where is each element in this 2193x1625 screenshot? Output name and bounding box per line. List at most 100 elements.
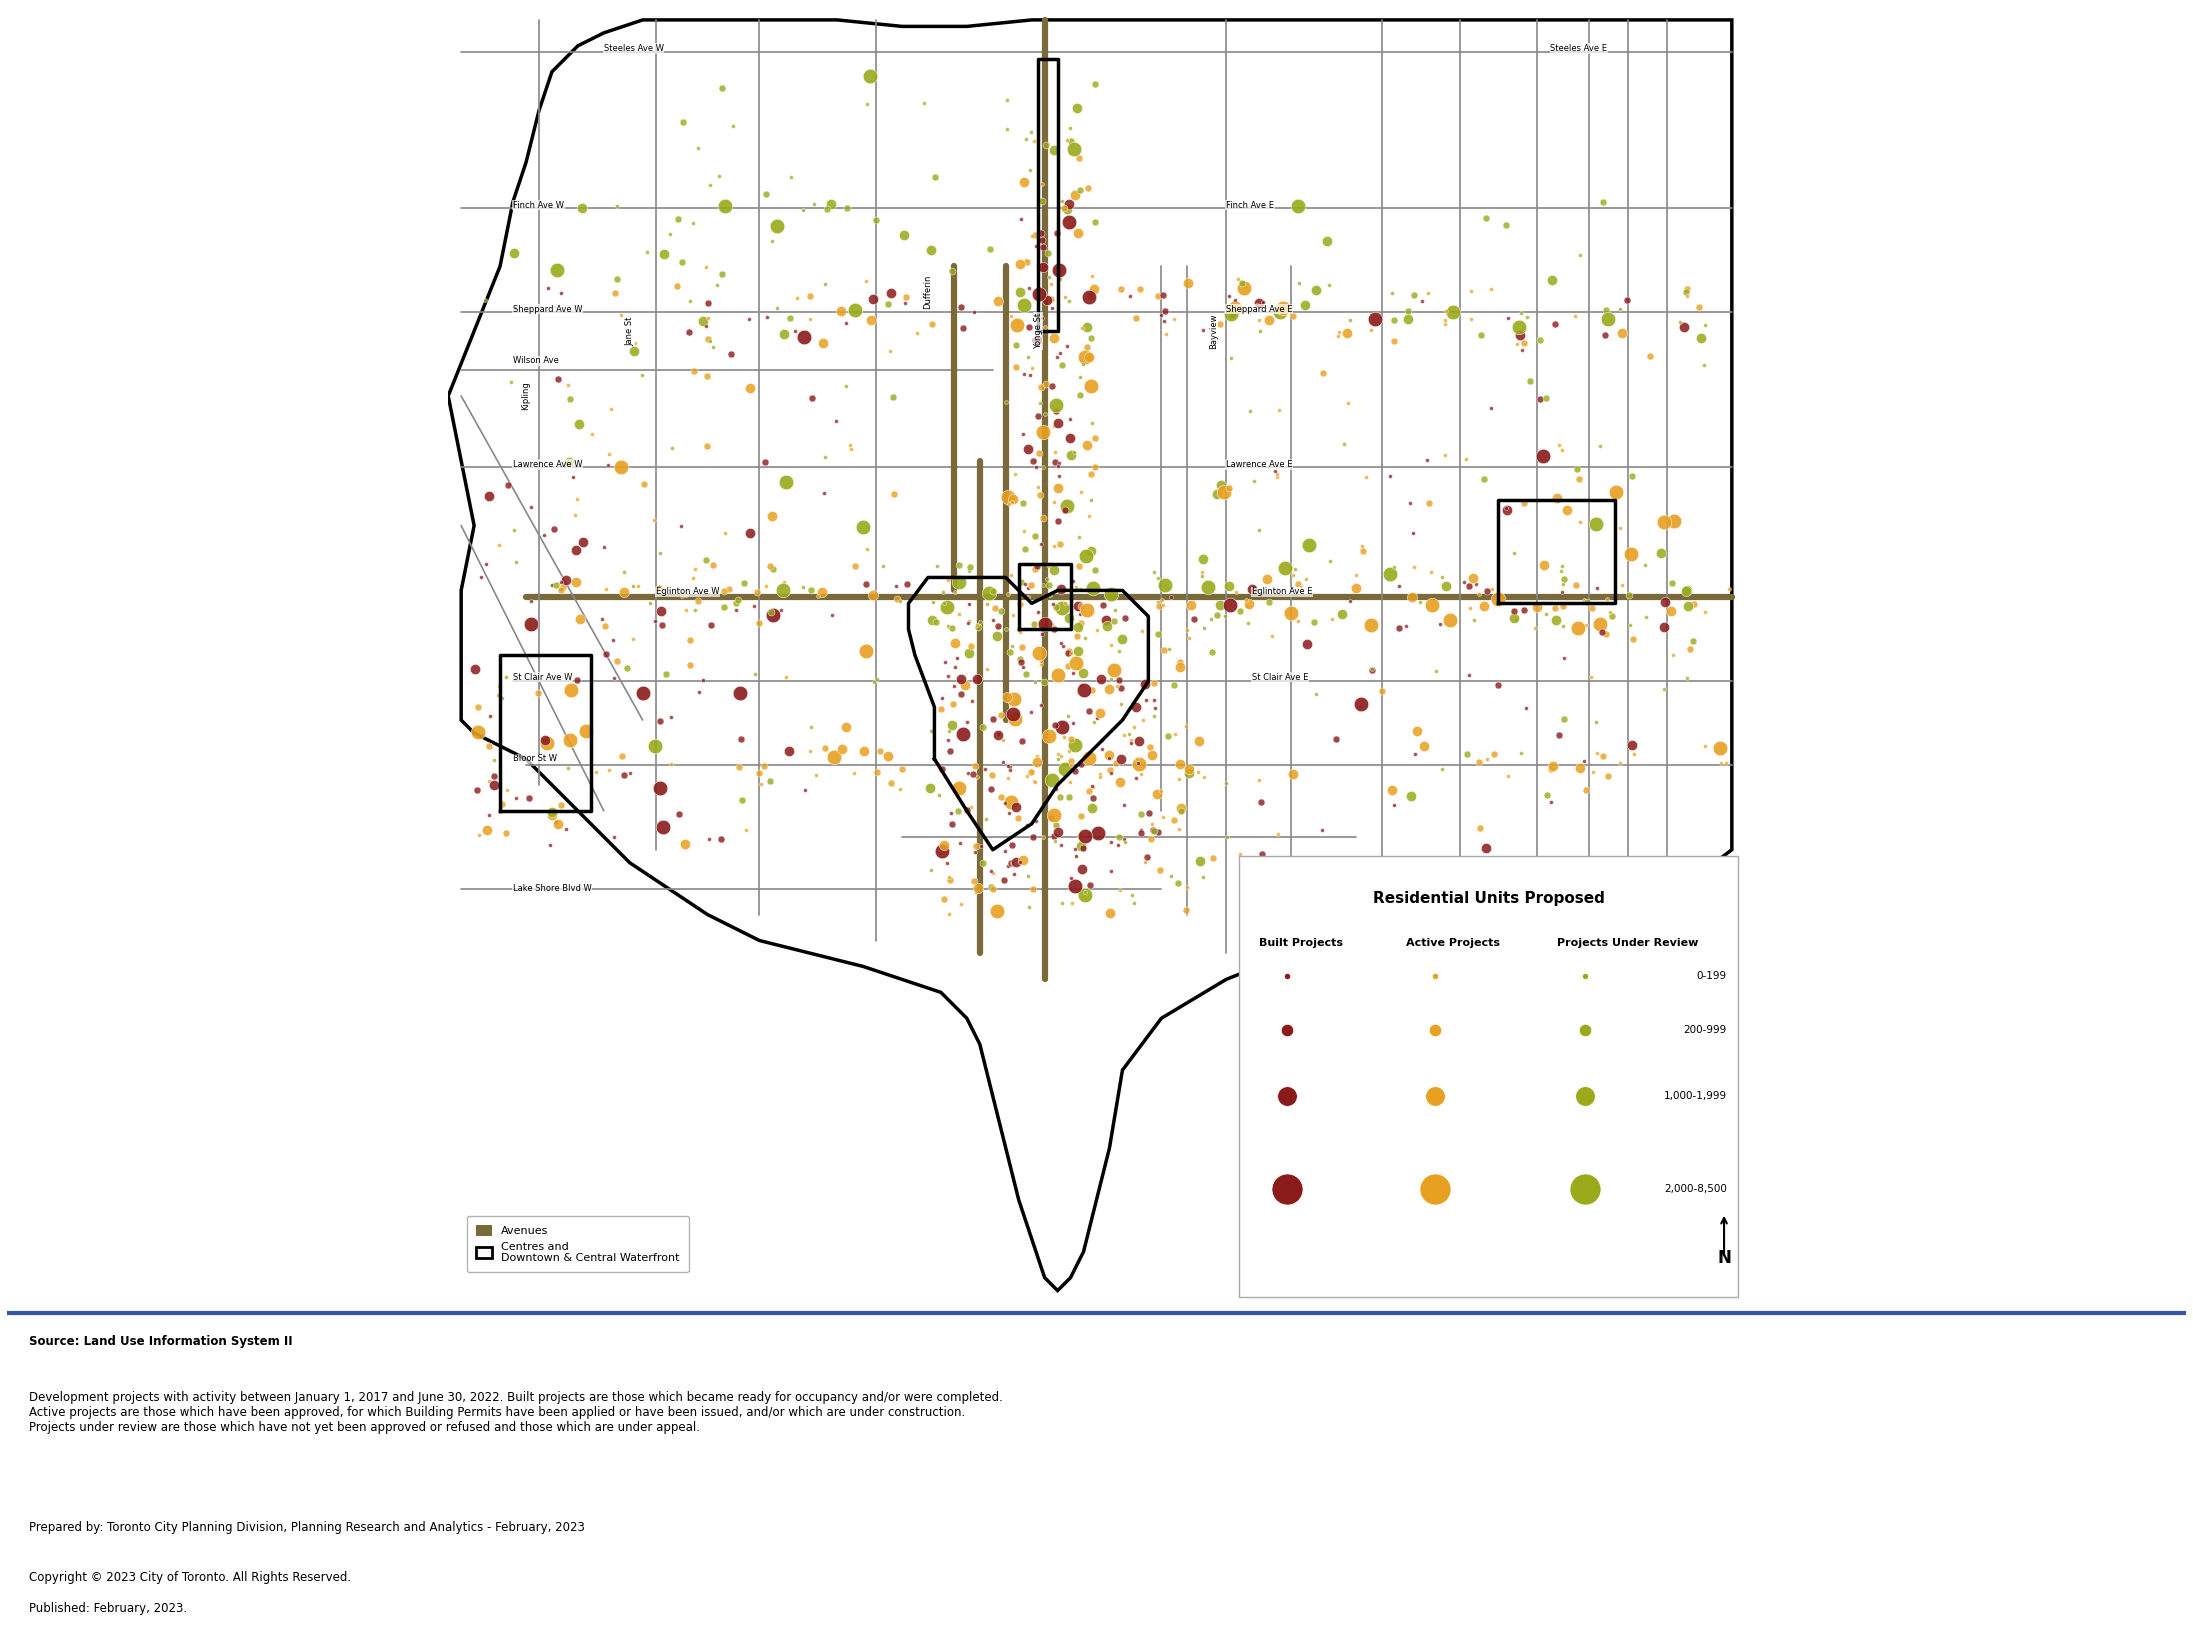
Point xyxy=(939,578,974,604)
Point xyxy=(1029,611,1064,637)
Point xyxy=(1662,309,1697,335)
Point xyxy=(1557,302,1592,328)
Point xyxy=(1033,806,1068,832)
Point xyxy=(1241,767,1276,793)
Point xyxy=(1156,306,1191,332)
Point xyxy=(1575,595,1610,621)
Point xyxy=(871,743,906,769)
Point xyxy=(1011,585,1046,611)
Point xyxy=(1143,302,1178,328)
Point xyxy=(1055,748,1090,773)
Point xyxy=(737,593,772,619)
Point xyxy=(1616,741,1651,767)
Point xyxy=(531,275,566,301)
Point xyxy=(1206,479,1241,505)
Point xyxy=(1033,265,1068,291)
Point xyxy=(1053,426,1088,452)
Point xyxy=(792,307,827,333)
Point xyxy=(976,860,1011,886)
Point xyxy=(1375,777,1410,803)
Point xyxy=(925,838,961,864)
Point xyxy=(1037,616,1072,642)
Point xyxy=(1011,575,1046,601)
Point xyxy=(643,775,678,801)
Point xyxy=(1048,333,1083,359)
Point xyxy=(1022,481,1057,507)
Point xyxy=(693,613,728,639)
Point xyxy=(1013,759,1048,785)
Point xyxy=(996,686,1031,712)
Point xyxy=(754,556,789,582)
Text: Yonge St: Yonge St xyxy=(1033,314,1042,349)
Point xyxy=(741,760,776,786)
Point xyxy=(1147,307,1182,333)
Point xyxy=(1125,618,1160,644)
Point xyxy=(1075,410,1110,436)
Point xyxy=(1048,284,1083,310)
Point xyxy=(1281,608,1316,634)
Point xyxy=(1529,783,1564,809)
Point xyxy=(1050,192,1086,218)
Point xyxy=(669,598,704,624)
Point xyxy=(1186,546,1222,572)
Point xyxy=(943,294,978,320)
Point xyxy=(1489,762,1524,788)
Point xyxy=(719,587,754,613)
Point xyxy=(1458,572,1493,598)
Point xyxy=(654,221,689,247)
Point xyxy=(1575,759,1610,785)
Point xyxy=(1046,634,1081,660)
Point xyxy=(772,306,807,332)
Point xyxy=(1568,590,1603,616)
Point xyxy=(1072,697,1107,723)
Point xyxy=(1702,734,1737,760)
Point xyxy=(1007,361,1042,387)
Point xyxy=(1015,767,1050,793)
Point xyxy=(943,891,978,916)
Point xyxy=(586,535,621,561)
Point xyxy=(1186,864,1222,890)
Point xyxy=(675,210,711,236)
Point xyxy=(1035,296,1070,322)
Point xyxy=(1509,304,1544,330)
Point xyxy=(1195,639,1230,665)
Point xyxy=(1044,188,1079,214)
Point xyxy=(794,713,829,739)
Point xyxy=(1004,206,1039,232)
Point xyxy=(1055,891,1090,916)
Point xyxy=(489,821,524,847)
Point xyxy=(1075,795,1110,821)
Point xyxy=(645,814,680,840)
Point xyxy=(1103,674,1138,700)
Point xyxy=(833,432,868,458)
Point xyxy=(1039,661,1075,687)
Point xyxy=(1127,848,1162,874)
Point xyxy=(1507,489,1542,515)
Point xyxy=(1498,598,1533,624)
Point xyxy=(1143,778,1178,804)
Point xyxy=(1454,278,1489,304)
Point xyxy=(1035,372,1070,398)
Point xyxy=(1015,356,1050,382)
Point xyxy=(1390,297,1425,323)
Point xyxy=(1077,455,1112,481)
Point xyxy=(1004,648,1039,674)
Point xyxy=(978,595,1013,621)
Point xyxy=(691,306,726,332)
Point xyxy=(941,552,976,578)
Text: Steeles Ave W: Steeles Ave W xyxy=(603,44,664,54)
Point xyxy=(647,240,682,266)
Point xyxy=(1711,575,1746,601)
Point xyxy=(1009,661,1044,687)
Point xyxy=(1075,774,1110,800)
Point xyxy=(1239,577,1274,603)
Point xyxy=(1022,440,1057,466)
Point xyxy=(1224,270,1259,296)
Point xyxy=(965,715,1000,741)
Point xyxy=(1061,382,1096,408)
Point xyxy=(1024,621,1059,647)
Point xyxy=(561,411,596,437)
Point xyxy=(1018,447,1053,473)
Point xyxy=(695,551,730,577)
Point xyxy=(704,75,739,101)
